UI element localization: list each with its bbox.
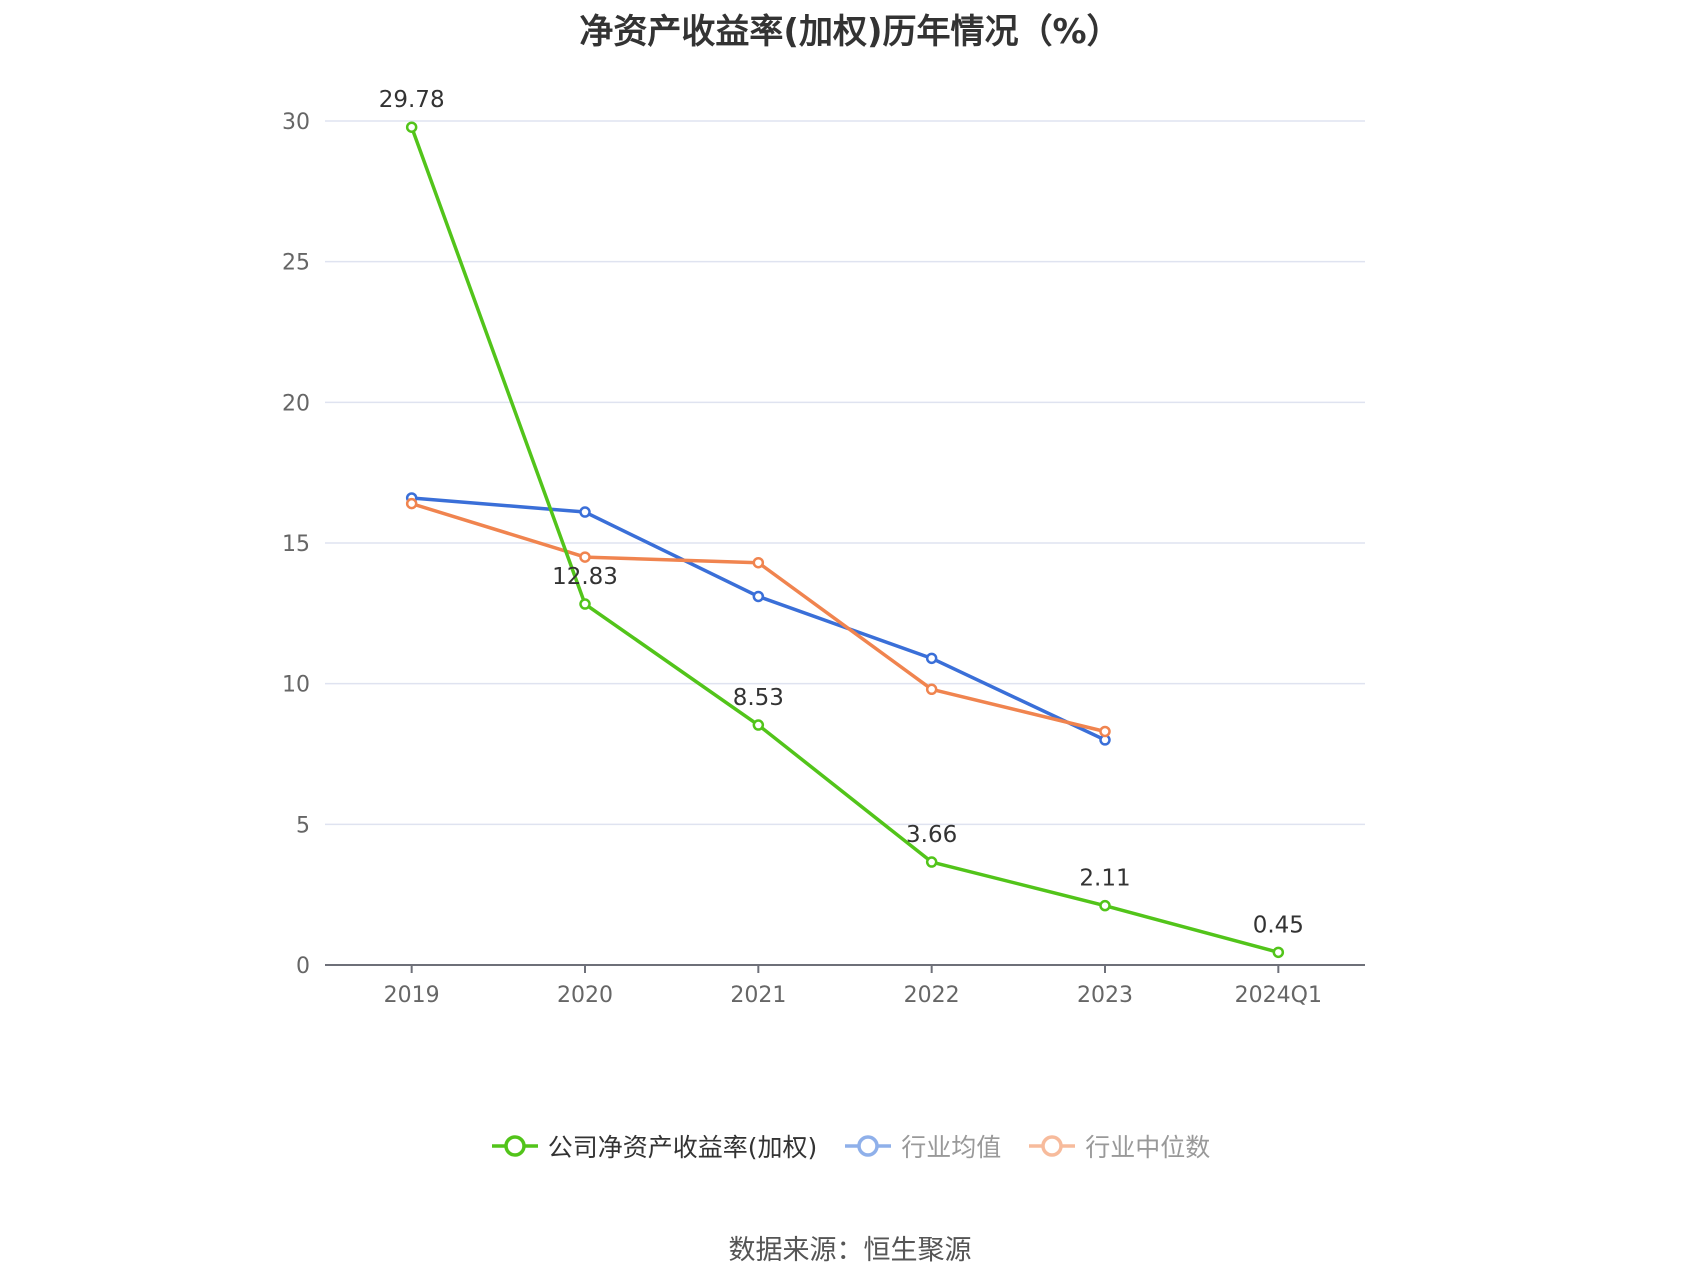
y-tick-label: 15 (282, 532, 310, 557)
y-tick-label: 5 (296, 813, 310, 838)
data-point (925, 652, 938, 665)
data-point (579, 506, 591, 518)
y-tick-label: 20 (282, 391, 310, 416)
data-point (1099, 899, 1111, 912)
axis-layer: 0 5 10 15 20 25 30 2019 2020 2021 2022 2023 2024Q1 (282, 110, 1365, 1008)
legend-label: 行业均值 (901, 1133, 1002, 1162)
series-layer (405, 121, 1285, 959)
chart-title: 净资产收益率(加权)历年情况（%） (579, 12, 1121, 52)
x-tick-label: 2019 (384, 983, 440, 1008)
data-point (405, 121, 418, 133)
x-tick-label: 2021 (730, 983, 786, 1008)
x-tick-label: 2020 (557, 983, 613, 1008)
data-point (925, 856, 938, 868)
data-point (752, 719, 765, 731)
legend-line-icon (491, 1135, 538, 1157)
legend-label: 行业中位数 (1085, 1133, 1211, 1162)
data-point (1099, 725, 1111, 738)
data-label: 0.45 (1253, 912, 1304, 938)
line-chart: 0 5 10 15 20 25 30 2019 2020 2021 2022 2023 2024Q1 2… (282, 87, 1365, 1008)
y-tick-label: 10 (282, 673, 310, 698)
legend-line-icon (845, 1135, 892, 1157)
data-label: 2.11 (1079, 866, 1130, 892)
legend-line-icon (1029, 1135, 1076, 1157)
data-point (405, 497, 418, 510)
x-tick-label: 2024Q1 (1235, 983, 1322, 1008)
y-tick-label: 30 (282, 110, 310, 135)
y-tick-label: 0 (296, 954, 310, 979)
x-tick-label: 2022 (904, 983, 960, 1008)
data-point (579, 551, 591, 563)
data-point (579, 598, 591, 610)
legend-item[interactable]: 行业中位数 (1027, 1128, 1210, 1164)
data-point (925, 683, 938, 696)
y-tick-label: 25 (282, 251, 310, 276)
legend: 公司净资产收益率(加权) 行业均值 行业中位数 (0, 1128, 1700, 1164)
label-layer: 29.78 12.83 8.53 3.66 2.11 0.45 (379, 87, 1304, 938)
data-point (752, 590, 765, 603)
legend-label: 公司净资产收益率(加权) (547, 1133, 818, 1162)
x-tick-label: 2023 (1077, 983, 1133, 1008)
source-note: 数据来源：恒生聚源 (728, 1235, 972, 1266)
data-point (1272, 946, 1285, 959)
data-label: 12.83 (552, 564, 618, 590)
legend-item[interactable]: 公司净资产收益率(加权) (490, 1128, 818, 1164)
legend-item[interactable]: 行业均值 (843, 1128, 1001, 1164)
series-line (410, 126, 1279, 955)
grid-layer (325, 120, 1365, 826)
data-label: 3.66 (906, 822, 957, 848)
data-point (752, 556, 765, 569)
data-label: 8.53 (733, 685, 784, 711)
data-label: 29.78 (379, 87, 445, 113)
